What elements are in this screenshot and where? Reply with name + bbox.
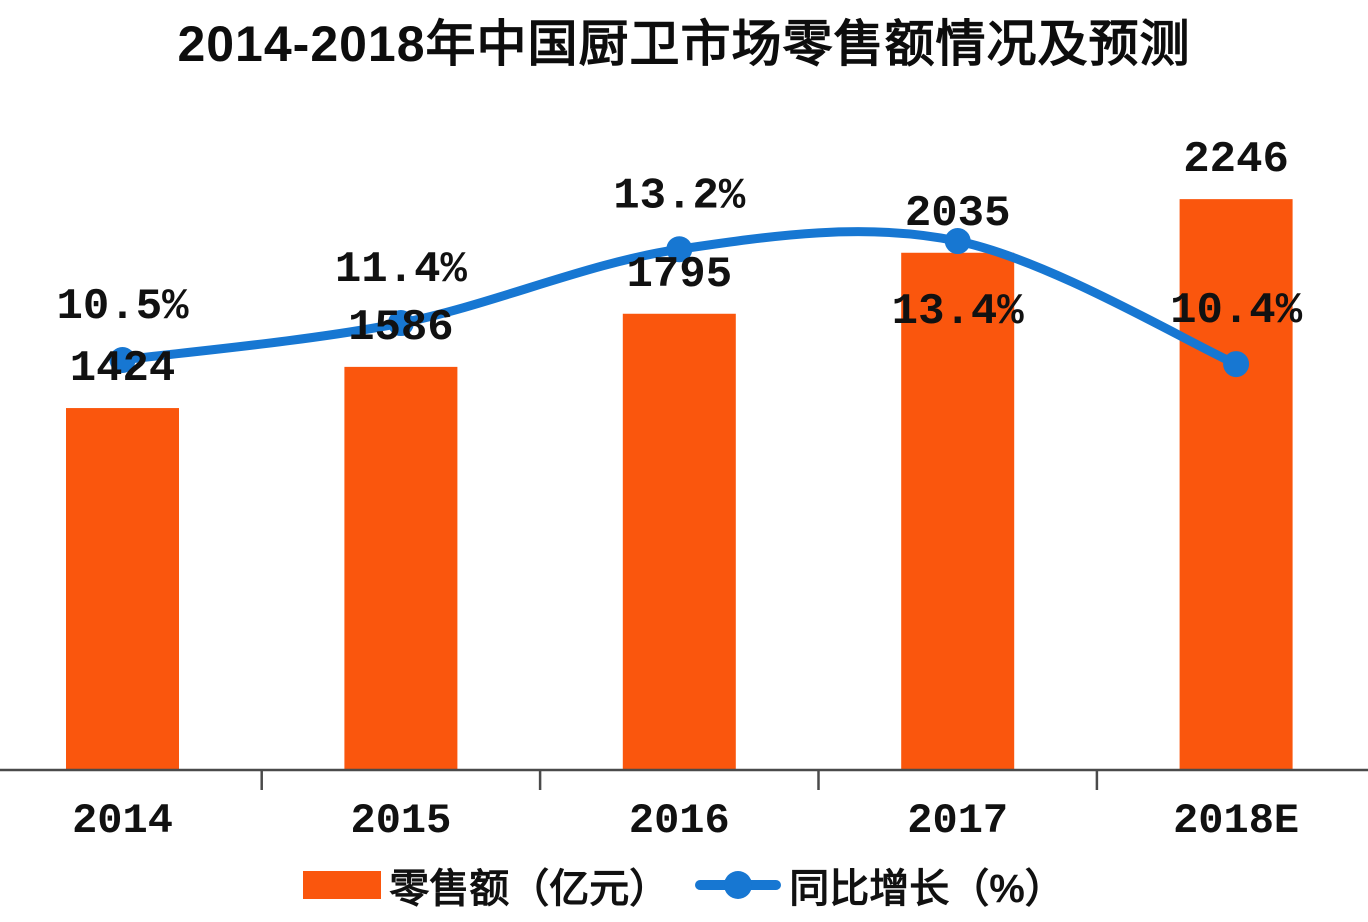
legend-item-yoy-growth: 同比增长（%） xyxy=(695,856,1065,914)
chart-title: 2014-2018年中国厨卫市场零售额情况及预测 xyxy=(177,16,1191,72)
growth-label-2015: 11.4% xyxy=(335,245,468,295)
chart-legend: 零售额（亿元） 同比增长（%） xyxy=(0,856,1368,914)
x-axis: 2014 2015 2016 2017 2018E xyxy=(0,768,1368,845)
growth-label-2018E: 10.4% xyxy=(1170,286,1303,336)
line-marker-icon xyxy=(724,871,753,899)
line-series-swatch-icon xyxy=(695,871,782,899)
x-axis-label-2016: 2016 xyxy=(629,797,730,845)
bar-value-label-2018E: 2246 xyxy=(1183,135,1289,185)
line-series xyxy=(109,227,1250,378)
legend-item-retail-sales: 零售额（亿元） xyxy=(303,856,669,914)
bar-2015 xyxy=(344,366,458,770)
line-marker-2016 xyxy=(666,236,693,263)
bar-value-label-2014: 1424 xyxy=(70,344,176,394)
data-labels: 1424 1586 1795 2035 2246 10.5% 11.4% 13.2% 13.4%… xyxy=(56,135,1302,394)
growth-label-2017: 13.4% xyxy=(892,287,1025,337)
bar-value-label-2016: 1795 xyxy=(626,250,732,300)
growth-label-2014: 10.5% xyxy=(56,282,189,332)
bar-value-label-2015: 1586 xyxy=(348,303,454,353)
growth-label-2016: 13.2% xyxy=(613,171,746,221)
bar-value-label-2017: 2035 xyxy=(905,189,1011,239)
line-marker-2015 xyxy=(387,310,414,337)
line-marker-2014 xyxy=(109,346,136,373)
bar-2014 xyxy=(66,408,179,770)
legend-label-retail-sales: 零售额（亿元） xyxy=(389,867,670,911)
legend-label-yoy-growth: 同比增长（%） xyxy=(789,867,1065,911)
bar-2018E xyxy=(1179,199,1293,771)
x-axis-label-2014: 2014 xyxy=(72,797,173,845)
x-axis-label-2017: 2017 xyxy=(907,797,1008,845)
x-axis-label-2018E: 2018E xyxy=(1173,797,1299,845)
x-axis-label-2015: 2015 xyxy=(350,797,451,845)
line-marker-2017 xyxy=(944,228,971,255)
bar-2016 xyxy=(622,313,736,770)
bar-series xyxy=(66,199,1293,771)
line-marker-2018E xyxy=(1223,351,1250,378)
bar-series-swatch-icon xyxy=(303,871,382,899)
bar-2017 xyxy=(901,252,1015,771)
